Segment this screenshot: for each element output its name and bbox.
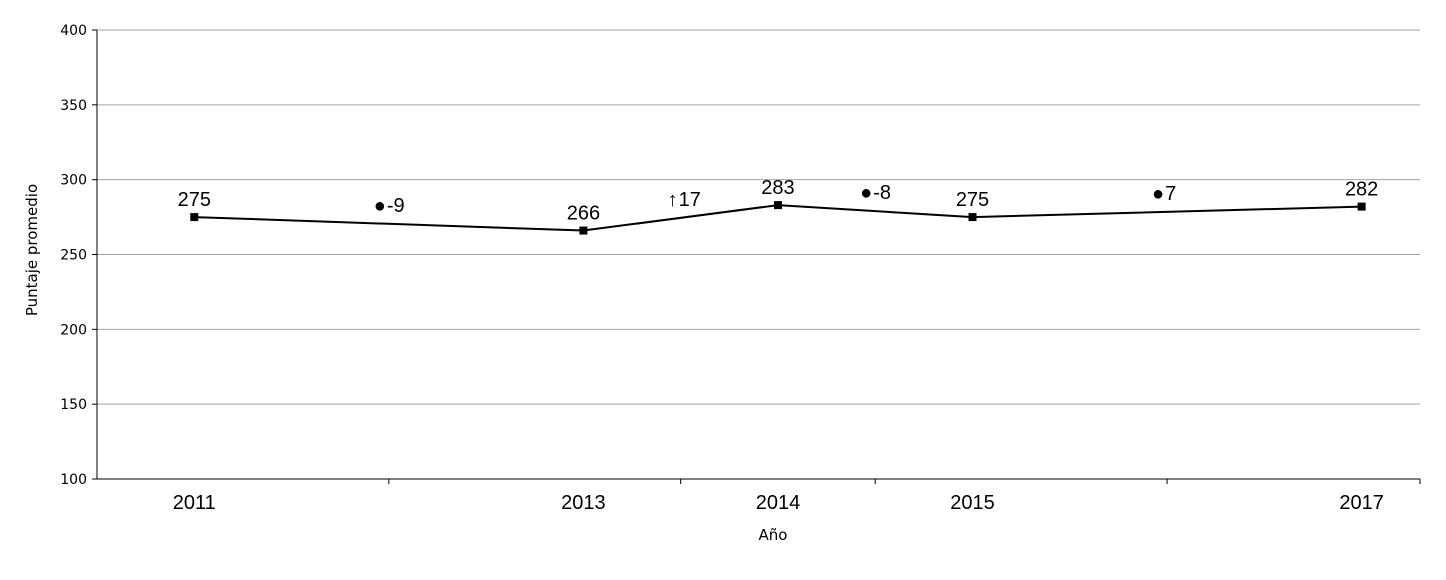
x-tick-label: 2013 <box>561 492 606 514</box>
y-tick-label: 150 <box>60 397 87 413</box>
change-annotation: ● -8 <box>860 182 891 204</box>
x-axis-title: Año <box>759 526 788 544</box>
series-line <box>190 201 1366 235</box>
change-annotations: ● -9 ↑ 17 ● -8 ● 7 <box>374 182 1176 217</box>
y-tick-label: 100 <box>60 472 87 488</box>
arrow-up-icon: ↑ <box>668 189 678 211</box>
data-label: 266 <box>567 203 600 225</box>
data-labels: 275 266 283 275 282 <box>178 177 1379 224</box>
y-axis-title: Puntaje promedio <box>23 184 41 316</box>
y-tick-label: 350 <box>60 98 87 114</box>
data-label: 283 <box>761 177 794 199</box>
bullet-icon: ● <box>374 195 386 217</box>
change-value: -8 <box>873 182 891 204</box>
data-point-marker <box>579 226 588 235</box>
data-point-marker <box>968 213 977 222</box>
data-point-marker <box>1357 202 1366 211</box>
change-annotation: ● 7 <box>1152 183 1176 205</box>
y-tick-label: 400 <box>60 23 87 39</box>
x-tick-label: 2015 <box>950 492 995 514</box>
change-value: 17 <box>679 189 701 211</box>
gridlines <box>97 29 1420 405</box>
y-tick-label: 300 <box>60 173 87 189</box>
x-tick-label: 2014 <box>756 492 801 514</box>
y-axis-ticks: 100 150 200 250 300 350 400 <box>60 23 97 488</box>
x-tick-label: 2017 <box>1339 492 1384 514</box>
data-point-marker <box>773 201 782 210</box>
change-value: -9 <box>387 195 405 217</box>
y-tick-label: 250 <box>60 248 87 264</box>
bullet-icon: ● <box>860 182 872 204</box>
change-annotation: ↑ 17 <box>668 189 701 211</box>
data-point-marker <box>190 213 199 222</box>
data-label: 282 <box>1345 179 1378 201</box>
change-annotation: ● -9 <box>374 195 405 217</box>
data-label: 275 <box>178 189 211 211</box>
x-tick-label: 2011 <box>173 492 216 514</box>
y-tick-label: 200 <box>60 322 87 338</box>
data-label: 275 <box>956 189 989 211</box>
bullet-icon: ● <box>1152 183 1164 205</box>
x-axis-ticks: 2011 2013 2014 2015 2017 <box>173 479 1421 514</box>
change-value: 7 <box>1165 183 1176 205</box>
